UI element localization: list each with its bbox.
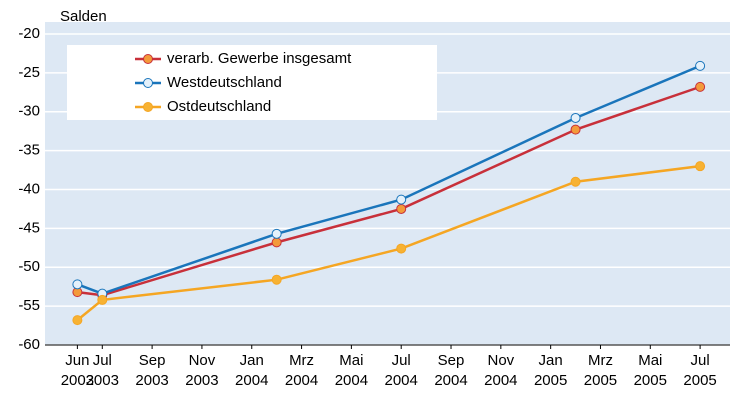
data-point — [570, 176, 581, 187]
legend-label: Westdeutschland — [167, 74, 282, 91]
y-tick-label: -30 — [18, 103, 40, 120]
x-tick-label: Jul 2005 — [683, 352, 716, 389]
y-tick-label: -45 — [18, 219, 40, 236]
y-axis-label: Salden — [60, 8, 107, 25]
data-point — [396, 203, 407, 214]
x-tick-label: Mrz 2005 — [584, 352, 617, 389]
data-point — [695, 161, 706, 172]
data-point — [271, 237, 282, 248]
legend-marker — [143, 78, 153, 88]
data-point — [271, 274, 282, 285]
series-line — [76, 164, 701, 322]
data-point — [570, 124, 581, 135]
y-tick-label: -50 — [18, 258, 40, 275]
x-tick-label: Jan 2004 — [235, 352, 268, 389]
data-point — [271, 228, 282, 239]
y-tick-label: -35 — [18, 142, 40, 159]
data-point — [396, 243, 407, 254]
legend-marker — [143, 54, 153, 64]
data-point — [72, 279, 83, 290]
x-tick-label: Mai 2004 — [335, 352, 368, 389]
x-tick-label: Nov 2003 — [185, 352, 218, 389]
legend-box — [67, 45, 437, 120]
y-tick-label: -20 — [18, 25, 40, 42]
x-tick-label: Sep 2003 — [135, 352, 168, 389]
x-tick-label: Jul 2003 — [86, 352, 119, 389]
data-point — [695, 81, 706, 92]
legend-label: Ostdeutschland — [167, 98, 271, 115]
x-tick-label: Nov 2004 — [484, 352, 517, 389]
data-point — [97, 294, 108, 305]
x-tick-label: Sep 2004 — [434, 352, 467, 389]
y-tick-label: -60 — [18, 336, 40, 353]
x-tick-label: Jan 2005 — [534, 352, 567, 389]
y-tick-label: -25 — [18, 64, 40, 81]
y-tick-label: -40 — [18, 180, 40, 197]
x-tick-label: Mrz 2004 — [285, 352, 318, 389]
data-point — [695, 60, 706, 71]
data-point — [396, 194, 407, 205]
y-tick-label: -55 — [18, 297, 40, 314]
legend-marker — [143, 102, 153, 112]
legend-label: verarb. Gewerbe insgesamt — [167, 50, 352, 67]
data-point — [570, 112, 581, 123]
x-tick-label: Jul 2004 — [385, 352, 418, 389]
x-tick-label: Mai 2005 — [634, 352, 667, 389]
legend: verarb. Gewerbe insgesamt Westdeutschland… — [67, 45, 437, 120]
x-tick-label: Jun 2003 — [61, 352, 94, 389]
data-point — [72, 315, 83, 326]
